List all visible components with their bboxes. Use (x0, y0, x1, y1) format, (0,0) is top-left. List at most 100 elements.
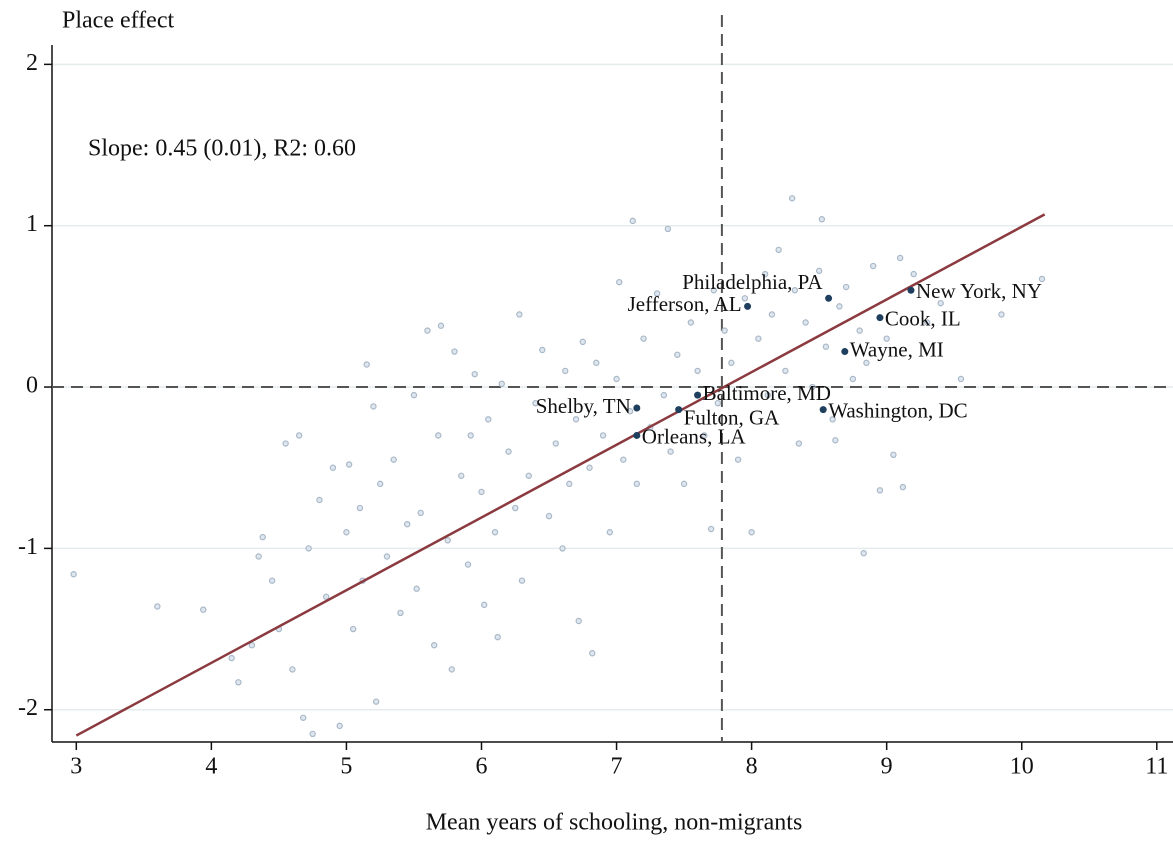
point (890, 451, 897, 459)
highlight-point (819, 406, 827, 414)
point (680, 480, 688, 488)
point (660, 391, 668, 399)
point (316, 496, 323, 504)
point (937, 299, 944, 307)
point (566, 480, 573, 488)
point (809, 383, 816, 391)
point (525, 472, 532, 479)
point (559, 545, 566, 552)
x-tick-label: 7 (611, 754, 623, 780)
x-tick-label: 3 (70, 754, 82, 780)
point (667, 448, 674, 455)
point-label: Baltimore, MD (703, 381, 831, 405)
point-label: Philadelphia, PA (682, 270, 823, 294)
point (532, 399, 539, 407)
point (248, 641, 256, 649)
highlight-point (744, 302, 752, 310)
point (376, 480, 384, 488)
point (356, 504, 364, 512)
point (923, 319, 931, 326)
point (467, 432, 474, 439)
point-label: Wayne, MI (850, 337, 944, 361)
point (856, 327, 863, 334)
point (471, 370, 478, 378)
point (653, 290, 661, 297)
point (255, 553, 262, 560)
y-axis-label: Place effect (62, 8, 174, 34)
point (721, 327, 728, 334)
point (1038, 275, 1046, 283)
highlight-point (907, 286, 915, 294)
annotation: Slope: 0.45 (0.01), R2: 0.60 (88, 136, 356, 162)
point (998, 311, 1005, 318)
point (259, 533, 266, 541)
highlight-point (825, 294, 833, 302)
point (640, 335, 647, 342)
point (336, 722, 343, 730)
highlight-point (841, 348, 849, 356)
point (383, 553, 391, 560)
point (404, 520, 411, 528)
point (413, 585, 420, 592)
point (714, 399, 722, 407)
point (606, 529, 613, 536)
point (464, 561, 472, 568)
highlight-point (694, 391, 702, 399)
point (626, 408, 634, 415)
point (860, 550, 867, 557)
point (494, 633, 501, 641)
fit-line (75, 213, 1046, 737)
point (748, 529, 755, 536)
point (818, 216, 826, 223)
highlight-point (675, 406, 683, 414)
point (815, 267, 823, 275)
point (305, 545, 312, 552)
point (397, 609, 404, 617)
point (562, 367, 569, 375)
point (545, 512, 553, 520)
y-tick-label: -1 (18, 534, 38, 560)
y-tick-label: 0 (26, 373, 38, 399)
x-tick-label: 11 (1145, 754, 1168, 780)
x-tick-label: 4 (205, 754, 217, 780)
point-label: Washington, DC (828, 398, 967, 422)
point (791, 287, 799, 294)
point (616, 278, 623, 286)
point (289, 666, 296, 673)
point (478, 488, 485, 496)
point (575, 617, 582, 625)
point (674, 351, 681, 358)
point (448, 666, 455, 673)
point (741, 295, 749, 302)
point (728, 359, 735, 367)
x-tick-label: 5 (340, 754, 352, 780)
point (322, 593, 330, 600)
point (154, 603, 161, 610)
point (329, 464, 337, 471)
x-tick-label: 9 (881, 754, 893, 780)
point (516, 311, 523, 318)
point (869, 262, 877, 270)
point (498, 380, 505, 388)
point (295, 432, 303, 439)
point (896, 254, 904, 262)
point (589, 650, 596, 657)
point (586, 464, 593, 471)
point (235, 679, 242, 686)
point (782, 367, 789, 375)
point (842, 283, 850, 291)
point (228, 654, 235, 662)
point (761, 270, 769, 278)
highlight-point (633, 431, 641, 439)
point (755, 335, 762, 342)
point-label: Orleans, LA (642, 424, 747, 448)
point (410, 391, 418, 399)
point (768, 311, 776, 318)
point (836, 303, 843, 310)
point (390, 456, 397, 463)
point (629, 217, 636, 225)
point (300, 714, 307, 721)
point (849, 375, 857, 383)
x-axis-label: Mean years of schooling, non-migrants (426, 810, 803, 836)
point (829, 416, 836, 423)
